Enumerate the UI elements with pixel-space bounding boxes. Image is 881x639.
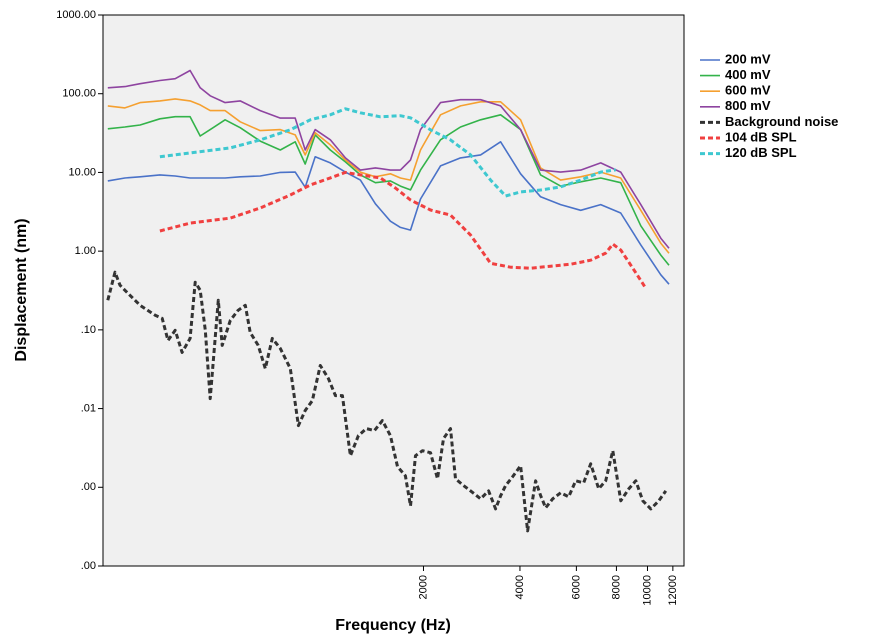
x-tick-label: 6000 [570, 575, 582, 599]
y-tick-label: .00 [81, 560, 96, 572]
y-axis-title: Displacement (nm) [13, 218, 30, 361]
x-tick-label: 4000 [514, 575, 526, 599]
y-tick-label: .01 [81, 402, 96, 414]
x-axis-title: Frequency (Hz) [335, 617, 451, 634]
y-tick-label: .00 [81, 481, 96, 493]
x-tick-label: 2000 [417, 575, 429, 599]
series-line [106, 270, 668, 533]
x-tick-label: 8000 [610, 575, 622, 599]
series-line [107, 141, 670, 285]
y-tick-label: .10 [81, 324, 96, 336]
y-tick-label: 10.00 [68, 166, 96, 178]
legend-label: 400 mV [725, 67, 771, 82]
y-tick-label: 100.00 [62, 88, 96, 100]
series-line [159, 107, 617, 198]
x-tick-label: 12000 [667, 575, 679, 606]
y-tick-label: 1.00 [75, 245, 96, 257]
y-tick-label: 1000.00 [56, 9, 96, 21]
legend-label: 120 dB SPL [725, 145, 797, 160]
series-line [159, 170, 648, 290]
x-tick-label: 10000 [641, 575, 653, 606]
legend-label: 800 mV [725, 98, 771, 113]
legend-label: 104 dB SPL [725, 129, 797, 144]
series-line [107, 69, 670, 249]
legend-label: Background noise [725, 114, 838, 129]
series-line [107, 98, 670, 254]
legend-label: 600 mV [725, 83, 771, 98]
legend-label: 200 mV [725, 51, 771, 66]
